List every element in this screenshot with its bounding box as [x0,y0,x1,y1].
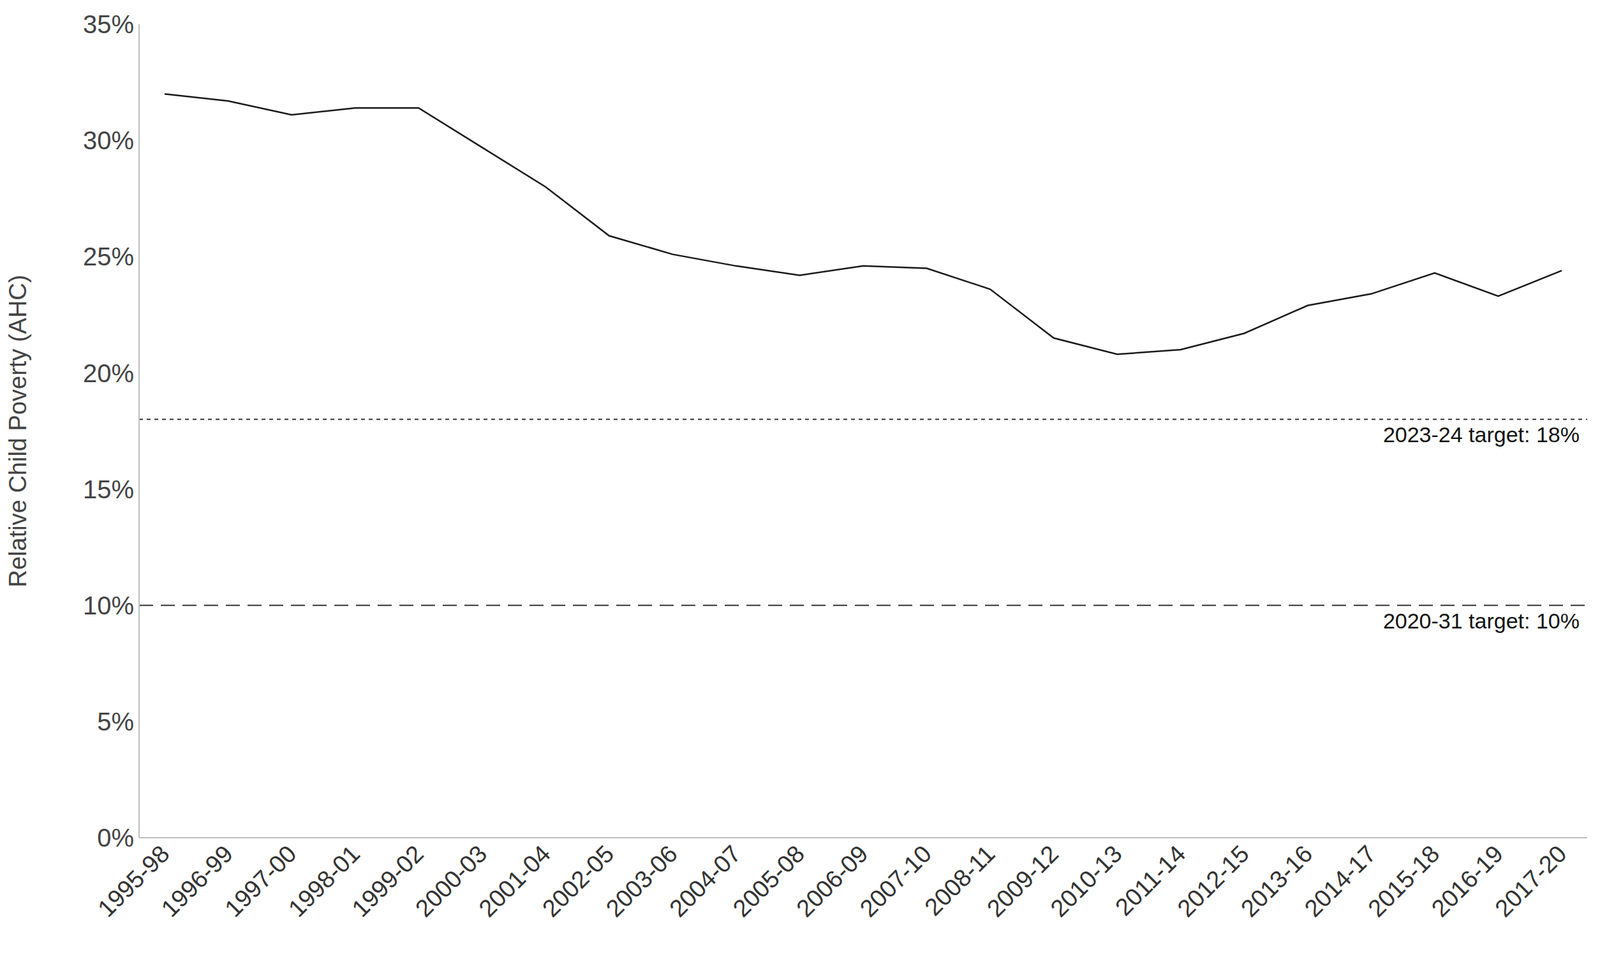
svg-text:30%: 30% [82,126,134,155]
svg-text:2000-03: 2000-03 [410,840,493,922]
svg-text:2004-07: 2004-07 [664,840,747,922]
svg-text:1997-00: 1997-00 [219,840,302,922]
svg-text:15%: 15% [82,475,134,504]
svg-text:2001-04: 2001-04 [473,840,556,922]
svg-text:2008-11: 2008-11 [919,840,1001,921]
svg-text:25%: 25% [82,242,134,271]
svg-text:2005-08: 2005-08 [727,840,810,922]
svg-text:2015-18: 2015-18 [1362,840,1445,922]
svg-text:1996-99: 1996-99 [156,840,239,922]
svg-text:2006-09: 2006-09 [791,840,874,922]
svg-text:2003-06: 2003-06 [600,840,683,922]
svg-text:2013-16: 2013-16 [1235,840,1318,922]
svg-text:2002-05: 2002-05 [537,840,620,922]
svg-text:Relative Child Poverty (AHC): Relative Child Poverty (AHC) [5,274,32,588]
svg-text:2009-12: 2009-12 [981,840,1064,922]
svg-text:2020-31 target: 10%: 2020-31 target: 10% [1383,608,1580,633]
svg-text:2017-20: 2017-20 [1489,840,1572,922]
svg-text:2011-14: 2011-14 [1110,840,1191,921]
svg-text:5%: 5% [96,707,134,736]
svg-text:2014-17: 2014-17 [1299,840,1382,922]
svg-text:0%: 0% [96,823,134,852]
svg-text:2023-24 target: 18%: 2023-24 target: 18% [1383,422,1580,447]
svg-text:1995-98: 1995-98 [92,840,175,922]
svg-text:2012-15: 2012-15 [1172,840,1255,922]
svg-text:10%: 10% [82,591,134,620]
svg-text:2016-19: 2016-19 [1426,840,1509,922]
svg-text:1999-02: 1999-02 [346,840,429,922]
svg-text:20%: 20% [82,359,134,388]
svg-text:2010-13: 2010-13 [1044,840,1127,922]
svg-text:35%: 35% [82,10,134,39]
svg-text:2007-10: 2007-10 [854,840,937,922]
svg-text:1998-01: 1998-01 [283,840,366,922]
